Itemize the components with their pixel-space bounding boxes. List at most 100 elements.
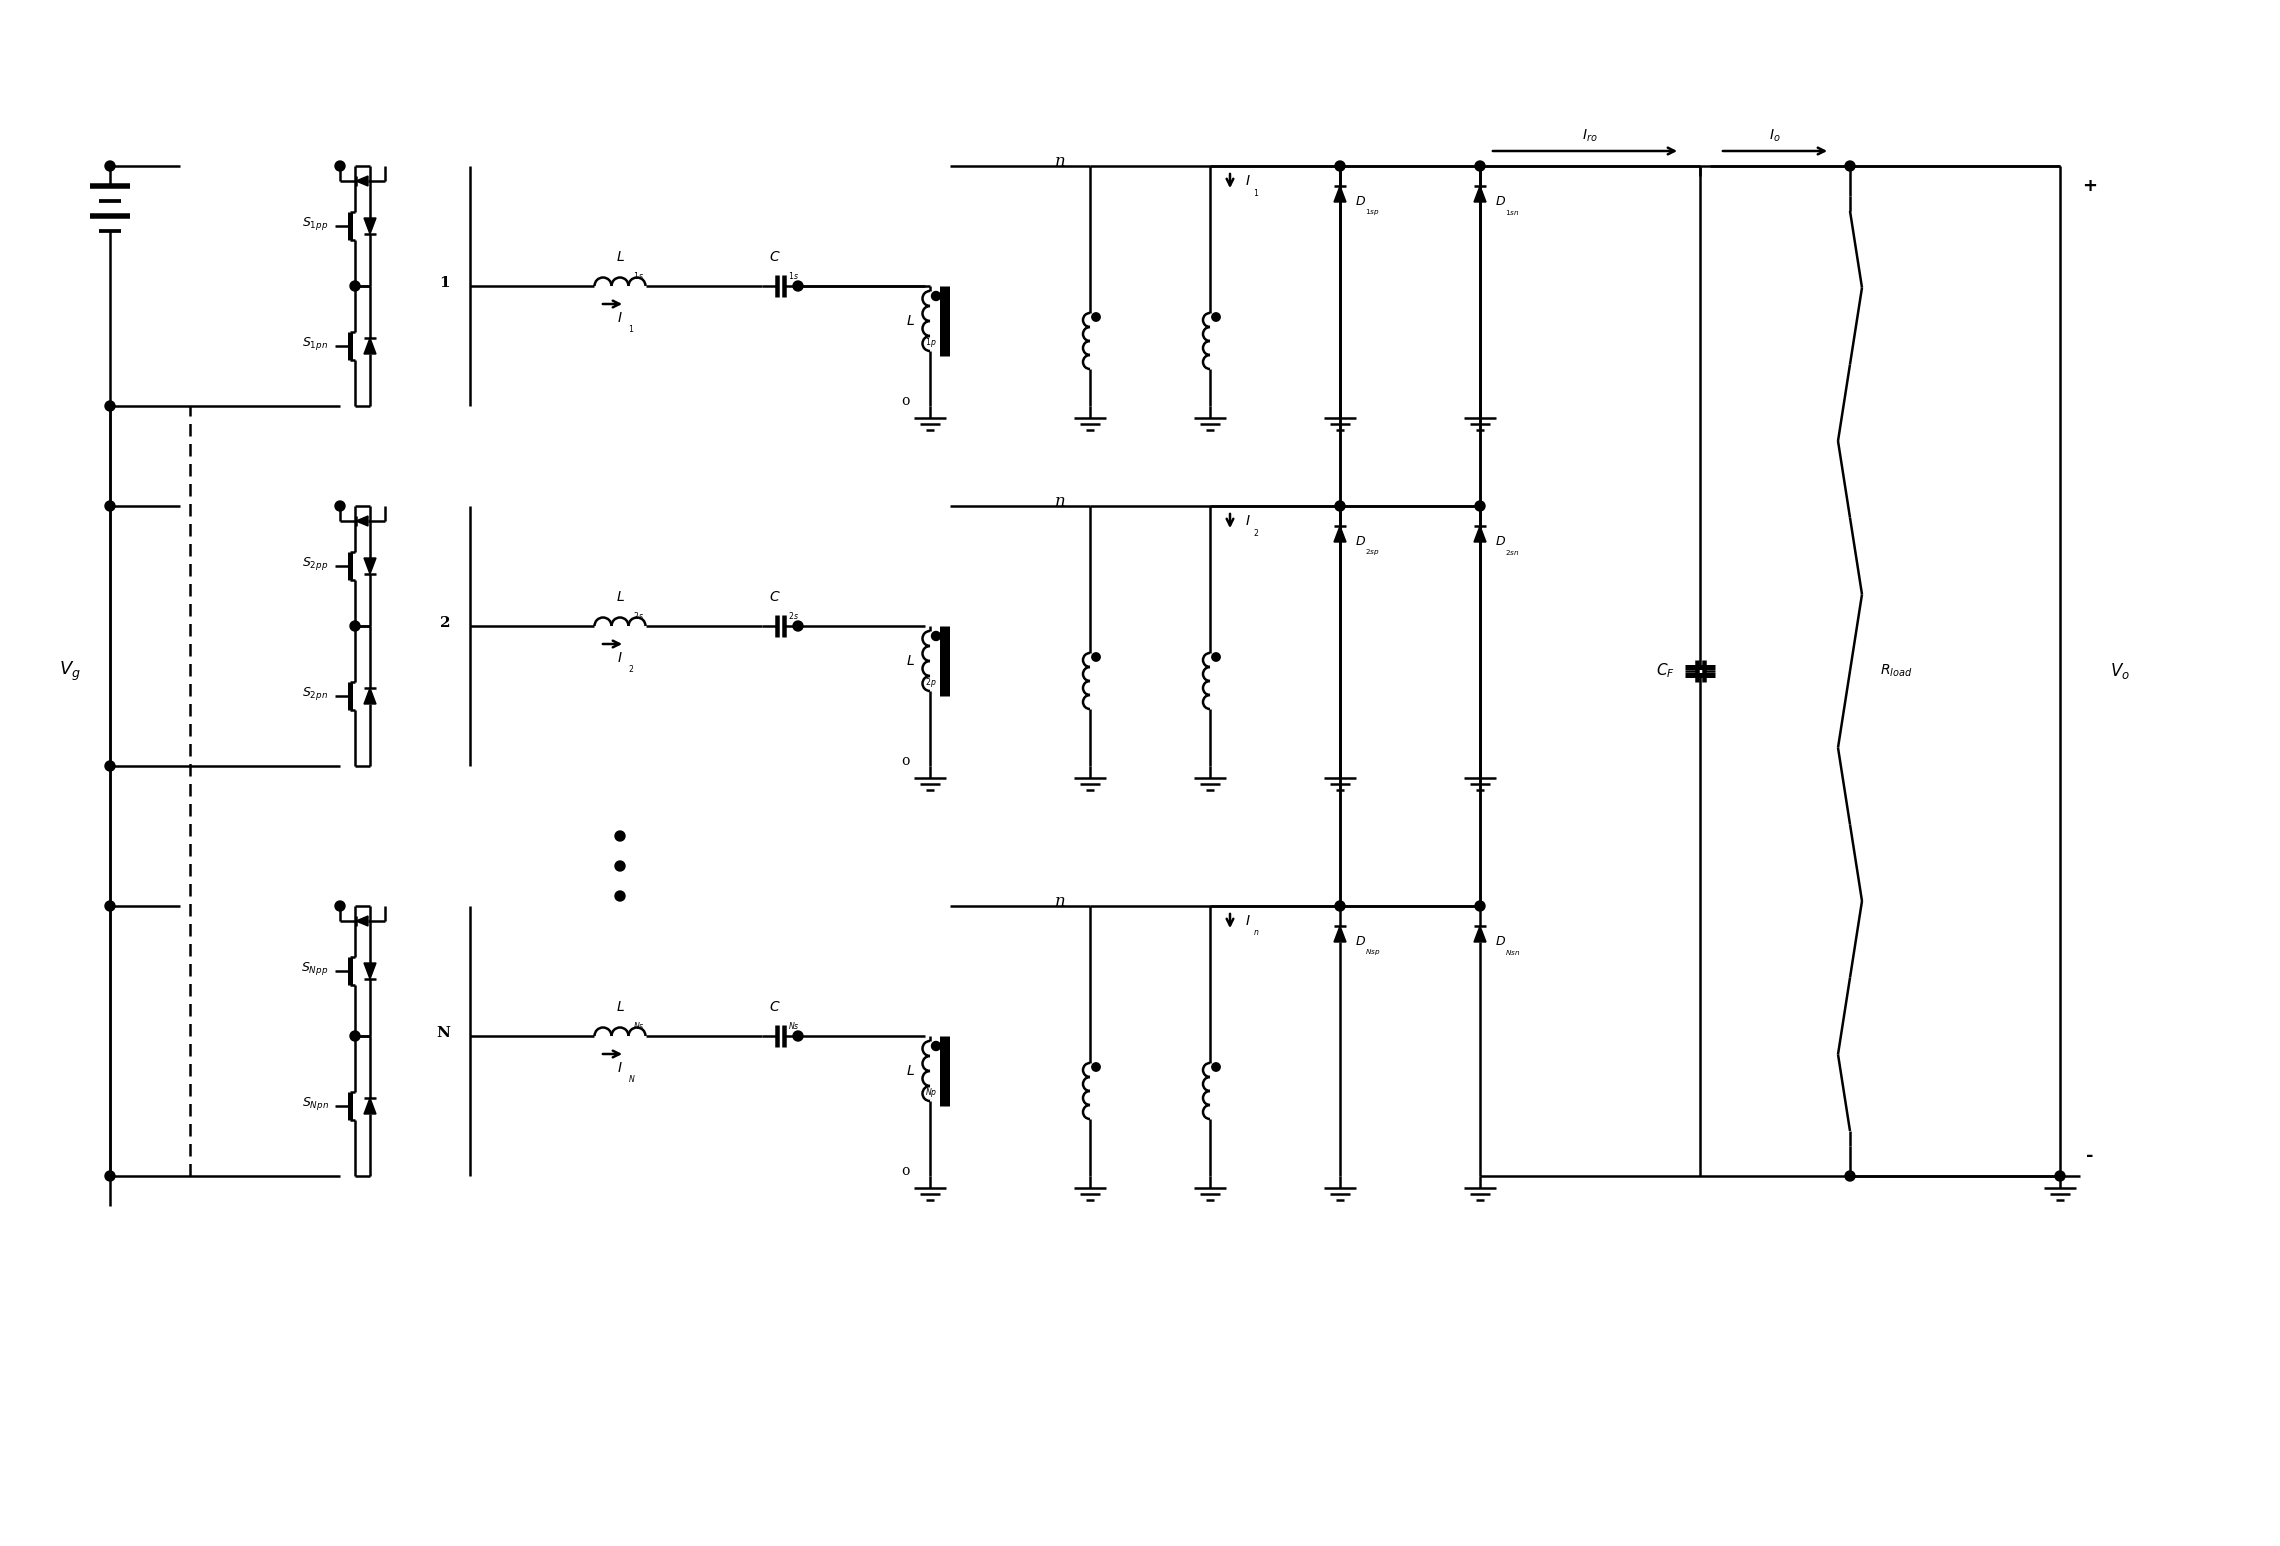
Text: $V_o$: $V_o$ — [2109, 662, 2130, 680]
Text: N: N — [435, 1027, 449, 1040]
Text: n: n — [1056, 493, 1065, 510]
Circle shape — [616, 832, 625, 841]
Text: $C_F$: $C_F$ — [1655, 662, 1674, 680]
Text: $L$: $L$ — [616, 1000, 625, 1014]
Polygon shape — [365, 963, 376, 979]
Circle shape — [335, 161, 344, 172]
Circle shape — [351, 621, 360, 631]
Circle shape — [1211, 652, 1220, 662]
Circle shape — [2054, 1170, 2066, 1181]
Circle shape — [1845, 161, 1856, 172]
Circle shape — [1092, 312, 1101, 322]
Polygon shape — [1334, 926, 1345, 942]
Text: n: n — [1056, 153, 1065, 170]
Circle shape — [1336, 501, 1345, 512]
Text: $D$: $D$ — [1354, 535, 1366, 547]
Polygon shape — [365, 688, 376, 703]
Text: $I$: $I$ — [1245, 914, 1252, 928]
Text: $_{2sp}$: $_{2sp}$ — [1366, 547, 1379, 558]
Text: $_{2p}$: $_{2p}$ — [926, 676, 937, 691]
Circle shape — [793, 1031, 803, 1040]
Circle shape — [105, 161, 114, 172]
Text: $L$: $L$ — [616, 250, 625, 264]
Text: $_1$: $_1$ — [1254, 189, 1259, 201]
Text: $_n$: $_n$ — [1254, 928, 1259, 938]
Circle shape — [1475, 901, 1484, 911]
Text: $S_{1pn}$: $S_{1pn}$ — [301, 334, 328, 351]
Circle shape — [351, 281, 360, 291]
Circle shape — [1845, 1170, 1856, 1181]
Circle shape — [351, 1031, 360, 1040]
Polygon shape — [1473, 186, 1487, 203]
Polygon shape — [1473, 926, 1487, 942]
Circle shape — [105, 400, 114, 411]
Text: $_1$: $_1$ — [627, 325, 634, 337]
Text: $C$: $C$ — [768, 250, 780, 264]
Text: $_{1sn}$: $_{1sn}$ — [1505, 209, 1518, 218]
Text: o: o — [901, 754, 910, 768]
Text: $S_{2pn}$: $S_{2pn}$ — [301, 685, 328, 702]
Circle shape — [1211, 312, 1220, 322]
Text: $S_{Npn}$: $S_{Npn}$ — [301, 1095, 328, 1112]
Text: $L$: $L$ — [616, 591, 625, 604]
Polygon shape — [365, 558, 376, 574]
Text: $I$: $I$ — [1245, 513, 1252, 529]
Circle shape — [1092, 652, 1101, 662]
Text: $R_{load}$: $R_{load}$ — [1881, 663, 1913, 679]
Circle shape — [1336, 901, 1345, 911]
Text: $I_o$: $I_o$ — [1769, 128, 1781, 144]
Text: $S_{Npp}$: $S_{Npp}$ — [301, 960, 328, 977]
Circle shape — [933, 292, 942, 300]
Text: o: o — [901, 394, 910, 408]
Polygon shape — [365, 1098, 376, 1115]
Text: $_{1s}$: $_{1s}$ — [634, 271, 643, 283]
Text: $L$: $L$ — [905, 1064, 914, 1078]
Text: $_{Np}$: $_{Np}$ — [926, 1085, 937, 1101]
Text: $I_{ro}$: $I_{ro}$ — [1582, 128, 1598, 144]
Text: $I$: $I$ — [618, 1061, 622, 1074]
Text: $_{Ns}$: $_{Ns}$ — [789, 1020, 800, 1033]
Polygon shape — [356, 516, 367, 526]
Text: $_N$: $_N$ — [627, 1074, 636, 1087]
Circle shape — [1092, 1062, 1101, 1071]
Text: $I$: $I$ — [618, 651, 622, 665]
Text: $C$: $C$ — [768, 591, 780, 604]
Circle shape — [105, 501, 114, 512]
Polygon shape — [1334, 186, 1345, 203]
Text: $_2$: $_2$ — [627, 663, 634, 677]
Text: $D$: $D$ — [1354, 195, 1366, 207]
Text: $_{2s}$: $_{2s}$ — [634, 611, 643, 623]
Text: $C$: $C$ — [768, 1000, 780, 1014]
Text: $_{2sn}$: $_{2sn}$ — [1505, 547, 1518, 558]
Text: 2: 2 — [440, 615, 449, 631]
Circle shape — [1475, 161, 1484, 172]
Text: $S_{2pp}$: $S_{2pp}$ — [301, 555, 328, 572]
Text: $_{Nsn}$: $_{Nsn}$ — [1505, 948, 1521, 957]
Text: $_{1sp}$: $_{1sp}$ — [1366, 209, 1379, 218]
Circle shape — [1336, 161, 1345, 172]
Text: $_{Nsp}$: $_{Nsp}$ — [1366, 948, 1382, 959]
Polygon shape — [1334, 526, 1345, 543]
Text: +: + — [2082, 176, 2098, 195]
Circle shape — [793, 281, 803, 291]
Text: $_{1s}$: $_{1s}$ — [789, 271, 798, 283]
Text: 1: 1 — [440, 277, 449, 291]
Text: $L$: $L$ — [905, 314, 914, 328]
Text: $I$: $I$ — [618, 311, 622, 325]
Text: $_2$: $_2$ — [1254, 529, 1259, 541]
Text: $L$: $L$ — [905, 654, 914, 668]
Text: $V_g$: $V_g$ — [59, 660, 80, 683]
Circle shape — [105, 901, 114, 911]
Text: $S_{1pp}$: $S_{1pp}$ — [301, 215, 328, 232]
Text: $D$: $D$ — [1354, 934, 1366, 948]
Text: -: - — [2086, 1147, 2093, 1166]
Polygon shape — [356, 176, 367, 186]
Circle shape — [1475, 501, 1484, 512]
Circle shape — [1211, 1062, 1220, 1071]
Circle shape — [933, 1042, 942, 1050]
Circle shape — [793, 621, 803, 631]
Text: $_{2s}$: $_{2s}$ — [789, 611, 798, 623]
Circle shape — [335, 501, 344, 512]
Text: n: n — [1056, 892, 1065, 909]
Text: $I$: $I$ — [1245, 175, 1252, 189]
